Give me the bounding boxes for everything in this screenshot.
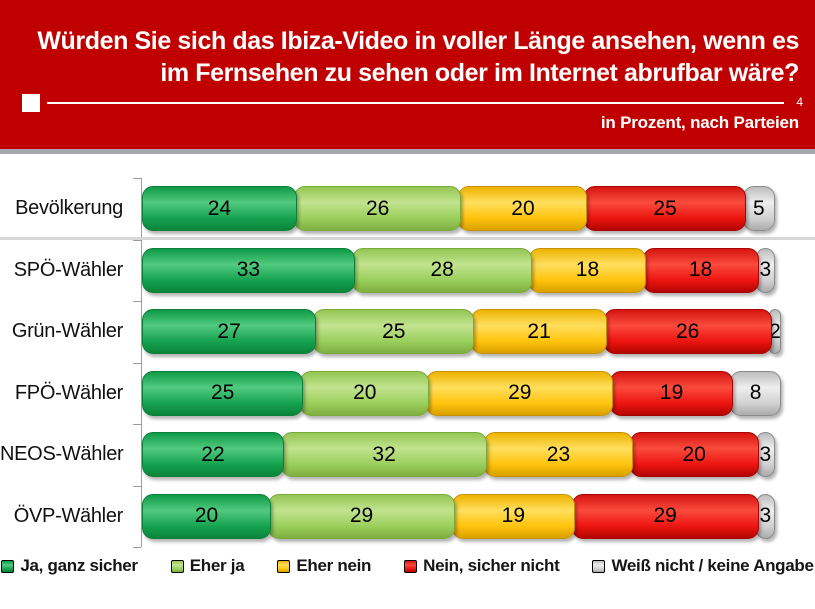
legend-marker-grey-icon xyxy=(592,559,606,573)
bar-segment-eher-ja: 25 xyxy=(313,309,475,355)
bar-segment-ja-ganz-sicher: 22 xyxy=(142,432,284,478)
y-axis-line xyxy=(133,178,142,548)
bar-segment-ja-ganz-sicher: 33 xyxy=(142,247,355,293)
bar-segment-ja-ganz-sicher: 24 xyxy=(142,186,297,232)
axis-tick xyxy=(133,547,141,548)
header-bottom-strip xyxy=(0,149,815,154)
bar-track: 33 28 18 18 3 xyxy=(142,247,787,293)
bar-segment-ja-ganz-sicher: 25 xyxy=(142,370,304,416)
legend-marker-yellow-icon xyxy=(277,559,291,573)
axis-tick xyxy=(133,178,141,179)
axis-tick xyxy=(133,424,141,425)
bar-row-neos: NEOS-Wähler 22 32 23 20 3 xyxy=(0,424,815,486)
header: Würden Sie sich das Ibiza-Video in volle… xyxy=(0,0,815,149)
bar-row-bevoelkerung: Bevölkerung 24 26 20 25 5 xyxy=(0,178,815,240)
bar-track: 22 32 23 20 3 xyxy=(142,432,787,478)
title-line-2: im Fernsehen zu sehen oder im Internet a… xyxy=(160,58,799,87)
bar-segment-eher-nein: 19 xyxy=(452,493,575,539)
bar-segment-nein: 19 xyxy=(610,370,733,416)
bar-segment-eher-nein: 21 xyxy=(471,309,607,355)
legend: Ja, ganz sicher Eher ja Eher nein Nein, … xyxy=(0,556,815,576)
bar-segment-eher-nein: 23 xyxy=(484,432,633,478)
title-line-1: Würden Sie sich das Ibiza-Video in volle… xyxy=(37,27,799,55)
chart-rows: Bevölkerung 24 26 20 25 5 SPÖ-Wähler 33 … xyxy=(0,154,815,548)
legend-label: Nein, sicher nicht xyxy=(423,556,560,575)
bar-segment-eher-ja: 26 xyxy=(293,186,462,232)
divider-rule xyxy=(47,102,784,104)
row-label: ÖVP-Wähler xyxy=(13,504,124,527)
legend-label: Eher ja xyxy=(189,556,245,575)
bar-segment-nein: 18 xyxy=(642,247,759,293)
bar-segment-nein: 20 xyxy=(629,432,759,478)
bar-segment-eher-nein: 18 xyxy=(529,247,646,293)
bar-track: 25 20 29 19 8 xyxy=(142,370,787,416)
axis-tick xyxy=(133,485,141,487)
legend-label: Eher nein xyxy=(296,556,372,575)
bar-segment-eher-nein: 20 xyxy=(458,186,588,232)
bar-track: 24 26 20 25 5 xyxy=(142,186,787,232)
bar-segment-eher-ja: 29 xyxy=(268,493,456,539)
page-number: 4 xyxy=(796,95,803,109)
bar-segment-nein: 25 xyxy=(584,186,746,232)
legend-item-eher-nein: Eher nein xyxy=(277,556,371,576)
population-divider-line xyxy=(0,237,815,240)
legend-item-eher-ja: Eher ja xyxy=(170,556,245,576)
bar-segment-eher-nein: 29 xyxy=(426,370,614,416)
bar-track: 27 25 21 26 2 xyxy=(142,309,787,355)
page-title: Würden Sie sich das Ibiza-Video in volle… xyxy=(0,0,815,90)
legend-marker-green-icon xyxy=(1,559,15,573)
legend-label: Weiß nicht / keine Angabe xyxy=(611,556,814,575)
legend-item-weiss-nicht: Weiß nicht / keine Angabe xyxy=(592,556,814,576)
chart-subtitle: in Prozent, nach Parteien xyxy=(600,113,799,132)
bar-segment-eher-ja: 28 xyxy=(351,247,533,293)
row-label: SPÖ-Wähler xyxy=(13,258,124,281)
bar-row-oevp: ÖVP-Wähler 20 29 19 29 3 xyxy=(0,486,815,548)
axis-tick xyxy=(133,362,141,364)
legend-item-nein-sicher-nicht: Nein, sicher nicht xyxy=(404,556,560,576)
bar-row-spoe: SPÖ-Wähler 33 28 18 18 3 xyxy=(0,240,815,302)
bar-segment-nein: 29 xyxy=(571,493,759,539)
bar-row-gruen: Grün-Wähler 27 25 21 26 2 xyxy=(0,301,815,363)
bar-segment-eher-ja: 20 xyxy=(300,370,430,416)
bar-segment-weiss-nicht: 5 xyxy=(742,186,775,232)
bar-segment-weiss-nicht: 8 xyxy=(729,370,782,416)
row-label: Grün-Wähler xyxy=(11,320,123,343)
row-label: NEOS-Wähler xyxy=(0,443,124,466)
bar-segment-ja-ganz-sicher: 20 xyxy=(142,493,271,539)
bar-segment-eher-ja: 32 xyxy=(280,432,488,478)
axis-tick xyxy=(133,301,141,302)
bullet-square xyxy=(22,94,40,112)
legend-marker-lightgreen-icon xyxy=(170,559,184,573)
axis-tick xyxy=(133,239,141,241)
bar-segment-nein: 26 xyxy=(603,309,772,355)
legend-label: Ja, ganz sicher xyxy=(20,556,138,575)
row-label: Bevölkerung xyxy=(15,197,123,220)
legend-marker-red-icon xyxy=(404,559,418,573)
bar-row-fpoe: FPÖ-Wähler 25 20 29 19 8 xyxy=(0,363,815,425)
bar-segment-ja-ganz-sicher: 27 xyxy=(142,309,317,355)
legend-item-ja-ganz-sicher: Ja, ganz sicher xyxy=(1,556,138,576)
stacked-bar-chart: Bevölkerung 24 26 20 25 5 SPÖ-Wähler 33 … xyxy=(0,154,815,554)
row-label: FPÖ-Wähler xyxy=(14,381,123,404)
bar-track: 20 29 19 29 3 xyxy=(142,493,787,539)
